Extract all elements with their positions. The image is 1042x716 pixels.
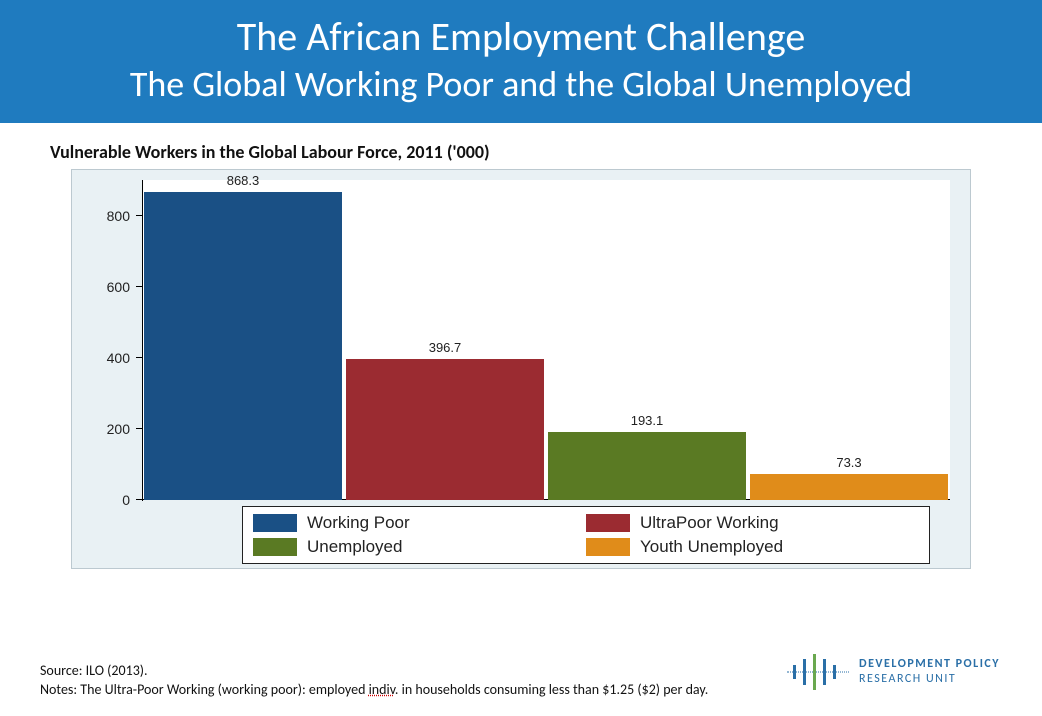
y-tick-label: 800 [107,208,130,224]
slide-header: The African Employment Challenge The Glo… [0,0,1042,123]
bar-value-label: 73.3 [836,455,861,470]
chart-container: 868.3 396.7 193.1 73.3 0 200 400 600 800 Workin… [71,169,971,569]
bar-value-label: 193.1 [631,413,664,428]
logo-line1: DEVELOPMENT POLICY [859,657,1000,672]
legend-item: Working Poor [253,513,586,533]
logo: DEVELOPMENT POLICY RESEARCH UNIT [787,654,1000,690]
legend-swatch [586,538,630,556]
slide-subtitle: The Global Working Poor and the Global U… [0,64,1042,105]
legend-item: UltraPoor Working [586,513,919,533]
logo-line2: RESEARCH UNIT [859,672,1000,687]
logo-vbar [833,665,836,679]
legend-label: Youth Unemployed [640,537,783,557]
legend-swatch [253,538,297,556]
y-tick-label: 400 [107,350,130,366]
bar [346,359,544,500]
bar [750,474,948,500]
y-tick-label: 600 [107,279,130,295]
slide-title: The African Employment Challenge [0,14,1042,60]
y-tick-label: 200 [107,421,130,437]
logo-vbar [823,659,826,684]
y-tick-mark [136,428,142,429]
notes-suffix: . in households consuming less than $1.2… [395,681,708,698]
logo-text: DEVELOPMENT POLICY RESEARCH UNIT [859,657,1000,687]
bar [548,432,746,501]
y-tick-mark [136,499,142,500]
legend-swatch [253,514,297,532]
logo-vbar [793,665,796,679]
chart-title: Vulnerable Workers in the Global Labour … [50,141,1042,163]
logo-icon [787,654,849,690]
legend: Working Poor UltraPoor Working Unemployed Y… [242,506,930,564]
bars-group: 868.3396.7193.173.3 [142,180,950,500]
bar-value-label: 396.7 [429,340,462,355]
bar-value-label: 868.3 [227,173,260,188]
logo-vbar [813,654,816,690]
logo-vbar [803,659,806,684]
legend-item: Youth Unemployed [586,537,919,557]
notes-prefix: Notes: The Ultra-Poor Working (working p… [40,681,369,698]
plot-area: 868.3396.7193.173.3 0200400600800 [142,180,950,500]
y-tick-mark [136,357,142,358]
y-tick-mark [136,286,142,287]
bar [144,192,342,501]
legend-label: UltraPoor Working [640,513,779,533]
legend-swatch [586,514,630,532]
notes-underlined: indiv [369,681,395,698]
y-tick-mark [136,215,142,216]
legend-item: Unemployed [253,537,586,557]
y-tick-label: 0 [122,492,130,508]
legend-label: Working Poor [307,513,410,533]
legend-label: Unemployed [307,537,402,557]
